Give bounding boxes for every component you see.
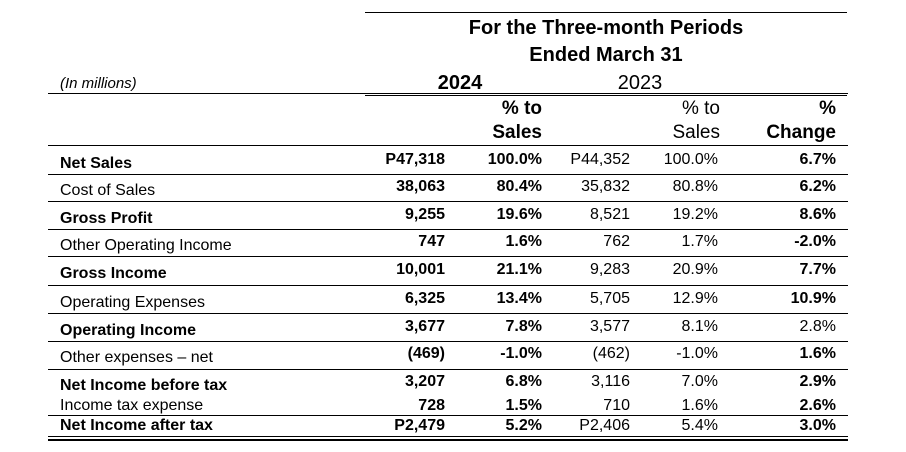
value-2024: P47,318 — [385, 151, 445, 168]
pct-2024: 7.8% — [505, 318, 542, 335]
row-label: Gross Profit — [60, 210, 153, 227]
pct-2024: -1.0% — [500, 345, 542, 362]
row-label: Net Sales — [60, 155, 133, 172]
value-2024: 6,325 — [404, 290, 445, 307]
pct-2024: 6.8% — [505, 373, 542, 390]
row-rule — [48, 313, 848, 314]
value-2023: 8,521 — [589, 206, 630, 223]
value-2023: 9,283 — [589, 261, 630, 278]
row-label: Other Operating Income — [60, 237, 232, 254]
value-2024: 10,001 — [396, 261, 445, 278]
row-rule — [48, 369, 848, 370]
value-2023: P44,352 — [570, 151, 630, 168]
total-rule-lower — [48, 439, 848, 441]
pct-change: 8.6% — [799, 206, 836, 223]
row-label: Gross Income — [60, 265, 167, 282]
pct-2023: 1.6% — [681, 397, 718, 414]
row-label: Cost of Sales — [60, 182, 156, 199]
value-2023: 3,116 — [591, 373, 630, 390]
row-label: Operating Income — [60, 322, 197, 339]
pct-change: 10.9% — [790, 290, 836, 307]
pct-2023: 5.4% — [681, 417, 718, 434]
pct-change: 7.7% — [799, 261, 836, 278]
pct-2023: 1.7% — [681, 233, 718, 250]
units-label: (In millions) — [60, 75, 137, 92]
units-rule — [48, 93, 848, 94]
value-2023: 5,705 — [589, 290, 630, 307]
pct-2024: 21.1% — [496, 261, 542, 278]
value-2023: (462) — [592, 345, 630, 362]
pct-2023: 19.2% — [672, 206, 718, 223]
year-2024-header: 2024 — [437, 72, 483, 94]
value-2023: P2,406 — [579, 417, 630, 434]
pct-2023: 80.8% — [672, 178, 718, 195]
pct-change: -2.0% — [794, 233, 836, 250]
row-rule — [48, 285, 848, 286]
row-rule — [48, 174, 848, 175]
pct-2023: 100.0% — [663, 151, 718, 168]
pct-change: 2.8% — [799, 318, 836, 335]
value-2024: 38,063 — [396, 178, 445, 195]
row-rule — [48, 201, 848, 202]
pct-2024: 1.5% — [505, 397, 542, 414]
period-title-line1: For the Three-month Periods — [468, 17, 744, 39]
value-2024: (469) — [407, 345, 445, 362]
pct-change: 6.7% — [799, 151, 836, 168]
pct-2024: 19.6% — [496, 206, 542, 223]
pct-to-sales-2024-header: % to Sales — [492, 98, 542, 143]
pct-change: 6.2% — [799, 178, 836, 195]
total-rule-upper — [48, 436, 848, 437]
period-title-line2: Ended March 31 — [529, 44, 683, 66]
pct-change: 2.6% — [799, 397, 836, 414]
value-2024: 728 — [418, 397, 445, 414]
value-2024: 3,207 — [404, 373, 445, 390]
pct-to-sales-2023-header: % to Sales — [672, 98, 720, 143]
pct-2023: 7.0% — [681, 373, 718, 390]
value-2023: 35,832 — [581, 178, 630, 195]
value-2024: 747 — [418, 233, 445, 250]
row-label: Income tax expense — [60, 397, 204, 414]
year-2023-header: 2023 — [617, 72, 663, 94]
pct-2024: 1.6% — [505, 233, 542, 250]
row-label: Operating Expenses — [60, 294, 205, 311]
row-label: Other expenses – net — [60, 349, 213, 366]
value-2024: 9,255 — [404, 206, 445, 223]
value-2024: 3,677 — [404, 318, 445, 335]
pct-2023: -1.0% — [676, 345, 718, 362]
pct-2023: 12.9% — [672, 290, 718, 307]
row-rule — [48, 256, 848, 257]
row-rule — [48, 415, 848, 416]
pct-2024: 80.4% — [496, 178, 542, 195]
pct-2023: 8.1% — [681, 318, 718, 335]
value-2023: 3,577 — [589, 318, 630, 335]
pct-2024: 13.4% — [496, 290, 542, 307]
header-rule-double — [365, 95, 847, 96]
header-top-rule — [365, 12, 847, 13]
row-label: Net Income after tax — [60, 417, 213, 434]
pct-2024: 100.0% — [487, 151, 542, 168]
pct-2024: 5.2% — [505, 417, 542, 434]
pct-2023: 20.9% — [672, 261, 718, 278]
value-2023: 710 — [603, 397, 630, 414]
row-rule — [48, 229, 848, 230]
value-2023: 762 — [603, 233, 630, 250]
pct-change-header: % Change — [766, 98, 836, 143]
value-2024: P2,479 — [394, 417, 445, 434]
pct-change: 2.9% — [799, 373, 836, 390]
pct-change: 1.6% — [799, 345, 836, 362]
row-label: Net Income before tax — [60, 377, 228, 394]
header-bottom-rule — [48, 145, 848, 146]
pct-change: 3.0% — [799, 417, 836, 434]
row-rule — [48, 341, 848, 342]
